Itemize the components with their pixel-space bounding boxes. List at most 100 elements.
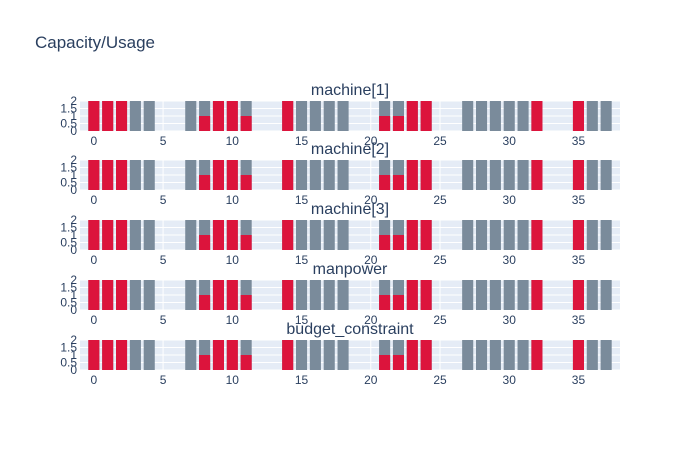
usage-bar [88,280,100,310]
usage-bar [392,116,404,131]
capacity-bar [309,280,321,310]
usage-bar [379,355,391,370]
y-tick-label: 2 [70,213,77,227]
usage-bar [406,280,418,310]
capacity-bar [503,160,515,190]
usage-bar [420,340,432,370]
y-tick-label: 1 [70,109,77,123]
usage-bar [212,340,224,370]
usage-bar [531,220,543,250]
usage-bar [406,160,418,190]
usage-bar [420,280,432,310]
capacity-bar [337,220,349,250]
capacity-bar [600,280,612,310]
capacity-bar [296,340,308,370]
x-tick-label: 0 [91,134,98,148]
y-tick-label: 0 [70,363,77,377]
x-tick-label: 25 [433,134,447,148]
usage-bar [88,220,100,250]
x-tick-label: 25 [433,253,447,267]
capacity-bar [462,280,474,310]
capacity-bar [129,101,141,131]
capacity-bar [323,101,335,131]
usage-bar [88,160,100,190]
x-tick-label: 30 [503,134,517,148]
usage-bar [102,101,114,131]
y-tick-label: 1 [70,228,77,242]
usage-bar [531,340,543,370]
x-tick-label: 25 [433,373,447,387]
y-tick-label: 0.5 [60,117,77,131]
usage-bar [572,280,584,310]
x-tick-label: 0 [91,193,98,207]
capacity-bar [517,160,529,190]
subplot-title: budget_constraint [286,321,414,338]
capacity-bar [586,220,598,250]
y-tick-label: 2 [70,153,77,167]
usage-bar [420,101,432,131]
usage-bar [531,280,543,310]
usage-bar [199,355,211,370]
y-tick-label: 0.5 [60,236,77,250]
capacity-bar [129,340,141,370]
capacity-bar [489,160,501,190]
x-tick-label: 20 [364,313,378,327]
usage-bar [406,220,418,250]
y-tick-label: 0.5 [60,356,77,370]
usage-bar [240,295,252,310]
y-tick-label: 2 [70,333,77,347]
capacity-bar [129,220,141,250]
usage-bar [379,116,391,131]
usage-bar [212,160,224,190]
capacity-bar [462,220,474,250]
y-tick-label: 0.5 [60,176,77,190]
capacity-bar [517,340,529,370]
capacity-bar [337,340,349,370]
usage-bar [240,175,252,190]
usage-bar [392,175,404,190]
capacity-bar [476,160,488,190]
usage-bar [392,295,404,310]
capacity-bar [586,280,598,310]
x-tick-label: 10 [226,313,240,327]
x-tick-label: 5 [160,253,167,267]
y-tick-label: 1 [70,288,77,302]
capacity-bar [143,340,155,370]
usage-bar [116,101,128,131]
subplot-title: machine[1] [311,82,389,99]
x-tick-label: 25 [433,313,447,327]
usage-bar [199,175,211,190]
usage-bar [392,355,404,370]
x-tick-label: 30 [503,193,517,207]
subplot-title: machine[2] [311,141,389,158]
x-tick-label: 0 [91,313,98,327]
capacity-bar [503,340,515,370]
capacity-bar [600,340,612,370]
y-tick-label: 0 [70,124,77,138]
capacity-bar [600,220,612,250]
capacity-bar [489,280,501,310]
capacity-bar [323,220,335,250]
capacity-bar [489,340,501,370]
x-tick-label: 15 [295,253,309,267]
y-tick-label: 1.5 [60,341,77,355]
capacity-bar [143,220,155,250]
y-tick-label: 2 [70,273,77,287]
y-tick-label: 0 [70,303,77,317]
capacity-bar [185,101,197,131]
capacity-bar [143,101,155,131]
usage-bar [282,340,294,370]
usage-bar [102,220,114,250]
usage-bar [572,340,584,370]
usage-bar [531,101,543,131]
usage-bar [240,116,252,131]
capacity-bar [517,220,529,250]
usage-bar [572,160,584,190]
capacity-bar [337,160,349,190]
x-tick-label: 20 [364,134,378,148]
capacity-bar [143,160,155,190]
usage-bar [226,280,238,310]
capacity-bar [476,340,488,370]
